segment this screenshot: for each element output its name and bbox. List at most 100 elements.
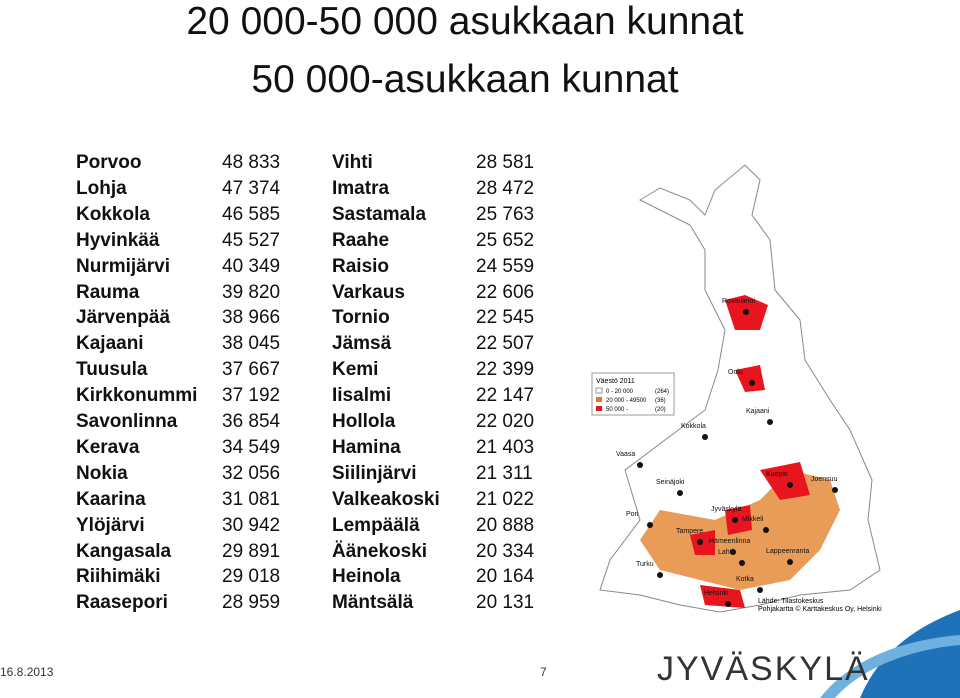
city-dot <box>743 309 749 315</box>
population: 25 652 <box>476 229 535 251</box>
legend-swatch <box>596 406 602 411</box>
city-dot <box>647 522 653 528</box>
population: 32 056 <box>222 462 281 484</box>
city-label: Jyväskylä <box>711 506 741 513</box>
municipality: Kerava <box>76 436 140 458</box>
municipality: Raisio <box>332 255 390 277</box>
decoration <box>820 635 960 698</box>
municipality: Valkeakoski <box>332 488 440 510</box>
municipality: Nurmijärvi <box>76 255 170 277</box>
municipality: Kajaani <box>76 333 144 355</box>
city-dot <box>757 587 763 593</box>
city-label: Lahti <box>718 549 734 556</box>
population: 39 820 <box>222 281 281 303</box>
population: 22 020 <box>476 411 535 432</box>
population: 22 507 <box>476 333 535 355</box>
population: 21 403 <box>476 436 535 458</box>
city-label: Kotka <box>736 576 754 583</box>
city-dot <box>832 487 838 493</box>
municipality: Tornio <box>332 307 390 329</box>
municipality: Varkaus <box>332 281 405 303</box>
city-label: Lappeenranta <box>766 548 809 555</box>
municipality: Nokia <box>76 462 128 484</box>
population: 47 374 <box>222 177 281 199</box>
population: 36 854 <box>222 411 281 432</box>
city-dot <box>749 380 755 386</box>
municipality: Vihti <box>332 152 373 173</box>
legend-box <box>591 372 675 416</box>
city-dot <box>763 527 769 533</box>
population: 37 192 <box>222 385 281 407</box>
population: 40 349 <box>222 255 281 277</box>
city-dot <box>637 462 643 468</box>
city-label: Turku <box>636 561 654 568</box>
legend-count: (264) <box>655 389 669 395</box>
municipality: Raahe <box>332 229 390 251</box>
population: 24 559 <box>476 255 535 277</box>
municipality: Järvenpää <box>76 307 171 329</box>
municipality: Äänekoski <box>332 540 428 562</box>
municipality: Mäntsälä <box>332 592 414 614</box>
title: 20 000-50 000 asukkaan kunnat <box>186 0 744 43</box>
title: 50 000-asukkaan kunnat <box>251 58 679 101</box>
legend-count: (20) <box>655 407 666 413</box>
page-number: 7 <box>540 665 547 679</box>
municipality: Kangasala <box>76 540 172 562</box>
region <box>760 462 810 500</box>
population: 31 081 <box>222 488 281 510</box>
municipality: Heinola <box>332 566 401 588</box>
city-label: Rovaniemi <box>722 298 756 305</box>
population: 22 545 <box>476 307 535 329</box>
city-dot <box>725 601 731 607</box>
municipality: Kokkola <box>76 203 150 225</box>
population: 20 131 <box>476 592 535 614</box>
legend-swatch <box>595 387 603 394</box>
city-label: Kokkola <box>681 423 706 430</box>
municipality: Iisalmi <box>332 385 392 407</box>
municipality: Riihimäki <box>76 566 161 588</box>
population: 28 959 <box>222 592 281 614</box>
municipality: Hyvinkää <box>76 229 160 251</box>
population: 48 833 <box>222 152 281 173</box>
municipality: Rauma <box>76 281 140 303</box>
population: 20 164 <box>476 566 535 588</box>
population: 28 472 <box>476 177 535 199</box>
city-label: Kuopio <box>766 471 788 478</box>
population: 30 942 <box>222 514 281 536</box>
footer-date: 16.8.2013 <box>0 665 54 679</box>
city-dot <box>787 559 793 565</box>
legend-count: (36) <box>655 398 666 404</box>
population: 38 045 <box>222 333 281 355</box>
city-dot <box>730 549 736 555</box>
city-dot <box>787 482 793 488</box>
city-label: Seinäjoki <box>656 479 685 486</box>
municipality: Sastamala <box>332 203 427 225</box>
municipality: Lohja <box>76 177 127 199</box>
municipality: Siilinjärvi <box>332 462 417 484</box>
city-dot <box>732 517 738 523</box>
logo: JYVÄSKYLÄ <box>657 650 870 688</box>
legend-range: 20 000 - 49500 <box>606 398 647 404</box>
population: 46 585 <box>222 203 281 225</box>
city-label: Hämeenlinna <box>709 538 750 545</box>
legend-title: Väestö 2011 <box>596 378 635 385</box>
municipality: Ylöjärvi <box>76 514 145 536</box>
city-dot <box>739 560 745 566</box>
legend-swatch <box>596 397 602 402</box>
population: 22 606 <box>476 281 535 303</box>
municipality: Lempäälä <box>332 514 420 536</box>
population: 45 527 <box>222 229 281 251</box>
city-label: Joensuu <box>811 476 838 483</box>
municipality: Porvoo <box>76 152 142 173</box>
city-dot <box>677 490 683 496</box>
population: 38 966 <box>222 307 281 329</box>
legend-range: 0 - 20 000 <box>606 389 634 395</box>
population: 20 334 <box>476 540 535 562</box>
city-label: Tampere <box>676 528 703 535</box>
municipality: Hamina <box>332 436 401 458</box>
map-source: Pohjakartta © Karttakeskus Oy, Helsinki <box>758 605 882 613</box>
population: 20 888 <box>476 514 535 536</box>
region <box>700 585 745 608</box>
